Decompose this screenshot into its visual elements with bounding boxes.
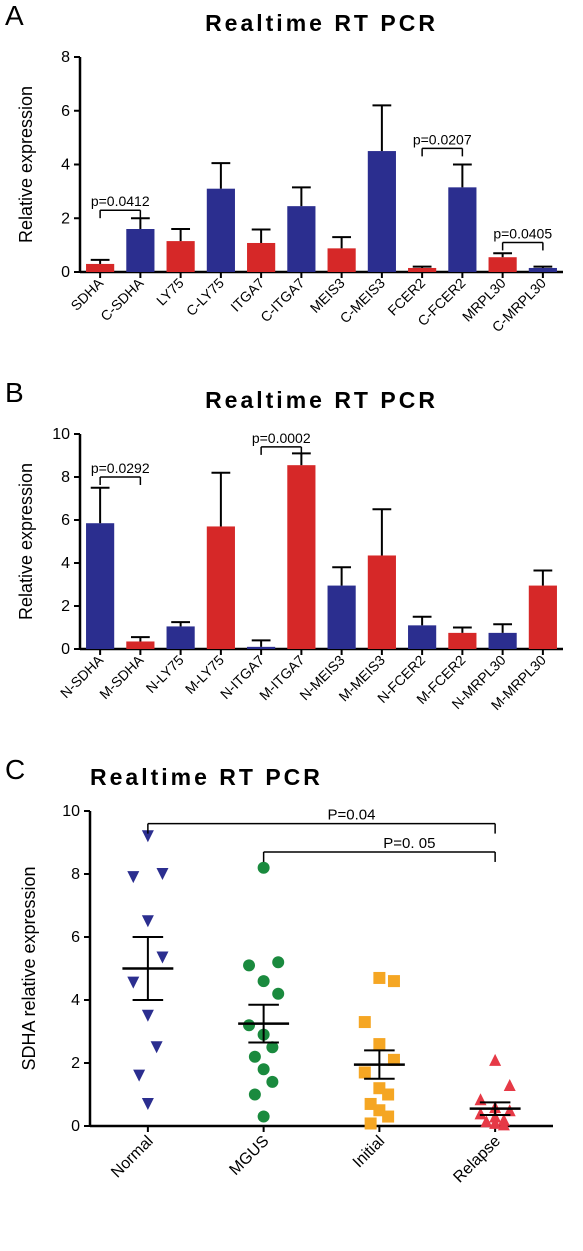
svg-text:N-LY75: N-LY75 xyxy=(143,652,187,696)
svg-text:Relapse: Relapse xyxy=(450,1133,504,1187)
svg-text:LY75: LY75 xyxy=(153,275,187,309)
svg-text:p=0.0002: p=0.0002 xyxy=(252,430,311,446)
svg-text:C-MEIS3: C-MEIS3 xyxy=(337,275,389,327)
panel-b: B Realtime RT PCR 0246810Relative expres… xyxy=(10,387,573,744)
panel-b-letter: B xyxy=(5,377,24,409)
svg-text:6: 6 xyxy=(61,512,70,529)
svg-text:0: 0 xyxy=(61,264,70,281)
svg-text:4: 4 xyxy=(61,157,70,174)
svg-text:p=0.0412: p=0.0412 xyxy=(91,193,150,209)
panel-a-plot: 02468Relative expressionSDHAC-SDHALY75C-… xyxy=(10,47,573,367)
svg-text:2: 2 xyxy=(61,210,70,227)
svg-text:8: 8 xyxy=(61,49,70,66)
panel-a-letter: A xyxy=(5,0,24,32)
svg-text:2: 2 xyxy=(71,1055,80,1072)
svg-text:Normal: Normal xyxy=(108,1133,156,1181)
panel-c-letter: C xyxy=(5,754,25,786)
svg-text:0: 0 xyxy=(61,641,70,658)
panel-a-title: Realtime RT PCR xyxy=(70,10,573,37)
panel-c-plot: 0 2 4 6 8 10 SDHA relative expression Normal MGU… xyxy=(10,801,573,1221)
svg-text:8: 8 xyxy=(61,469,70,486)
svg-text:p=0.0292: p=0.0292 xyxy=(91,460,150,476)
svg-text:4: 4 xyxy=(71,992,80,1009)
svg-text:6: 6 xyxy=(71,929,80,946)
panel-c-title: Realtime RT PCR xyxy=(90,764,573,791)
svg-text:4: 4 xyxy=(61,555,70,572)
svg-text:M-SDHA: M-SDHA xyxy=(96,651,147,702)
svg-text:8: 8 xyxy=(71,866,80,883)
svg-text:C-LY75: C-LY75 xyxy=(183,275,227,319)
svg-text:0: 0 xyxy=(71,1118,80,1135)
panel-b-title: Realtime RT PCR xyxy=(70,387,573,414)
svg-text:2: 2 xyxy=(61,598,70,615)
svg-text:10: 10 xyxy=(52,426,70,443)
svg-text:C-ITGA7: C-ITGA7 xyxy=(257,275,308,326)
svg-text:Relative expression: Relative expression xyxy=(16,463,36,620)
svg-text:p=0.0405: p=0.0405 xyxy=(493,225,552,241)
svg-text:SDHA: SDHA xyxy=(67,274,106,313)
svg-text:P=0.04: P=0.04 xyxy=(328,807,376,824)
svg-text:SDHA relative expression: SDHA relative expression xyxy=(19,866,39,1070)
svg-text:Initial: Initial xyxy=(350,1133,388,1171)
svg-text:C-SDHA: C-SDHA xyxy=(97,274,147,324)
svg-text:Relative expression: Relative expression xyxy=(16,86,36,243)
panel-c: C Realtime RT PCR 0246810SDHA relative e… xyxy=(10,764,573,1221)
svg-text:6: 6 xyxy=(61,103,70,120)
svg-text:10: 10 xyxy=(62,803,80,820)
svg-text:p=0.0207: p=0.0207 xyxy=(413,131,472,147)
panel-b-plot: 0246810Relative expressionN-SDHAM-SDHAN-… xyxy=(10,424,573,744)
svg-text:P=0. 05: P=0. 05 xyxy=(383,835,435,852)
panel-a: A Realtime RT PCR 02468Relative expressi… xyxy=(10,10,573,367)
svg-text:MGUS: MGUS xyxy=(226,1133,272,1179)
